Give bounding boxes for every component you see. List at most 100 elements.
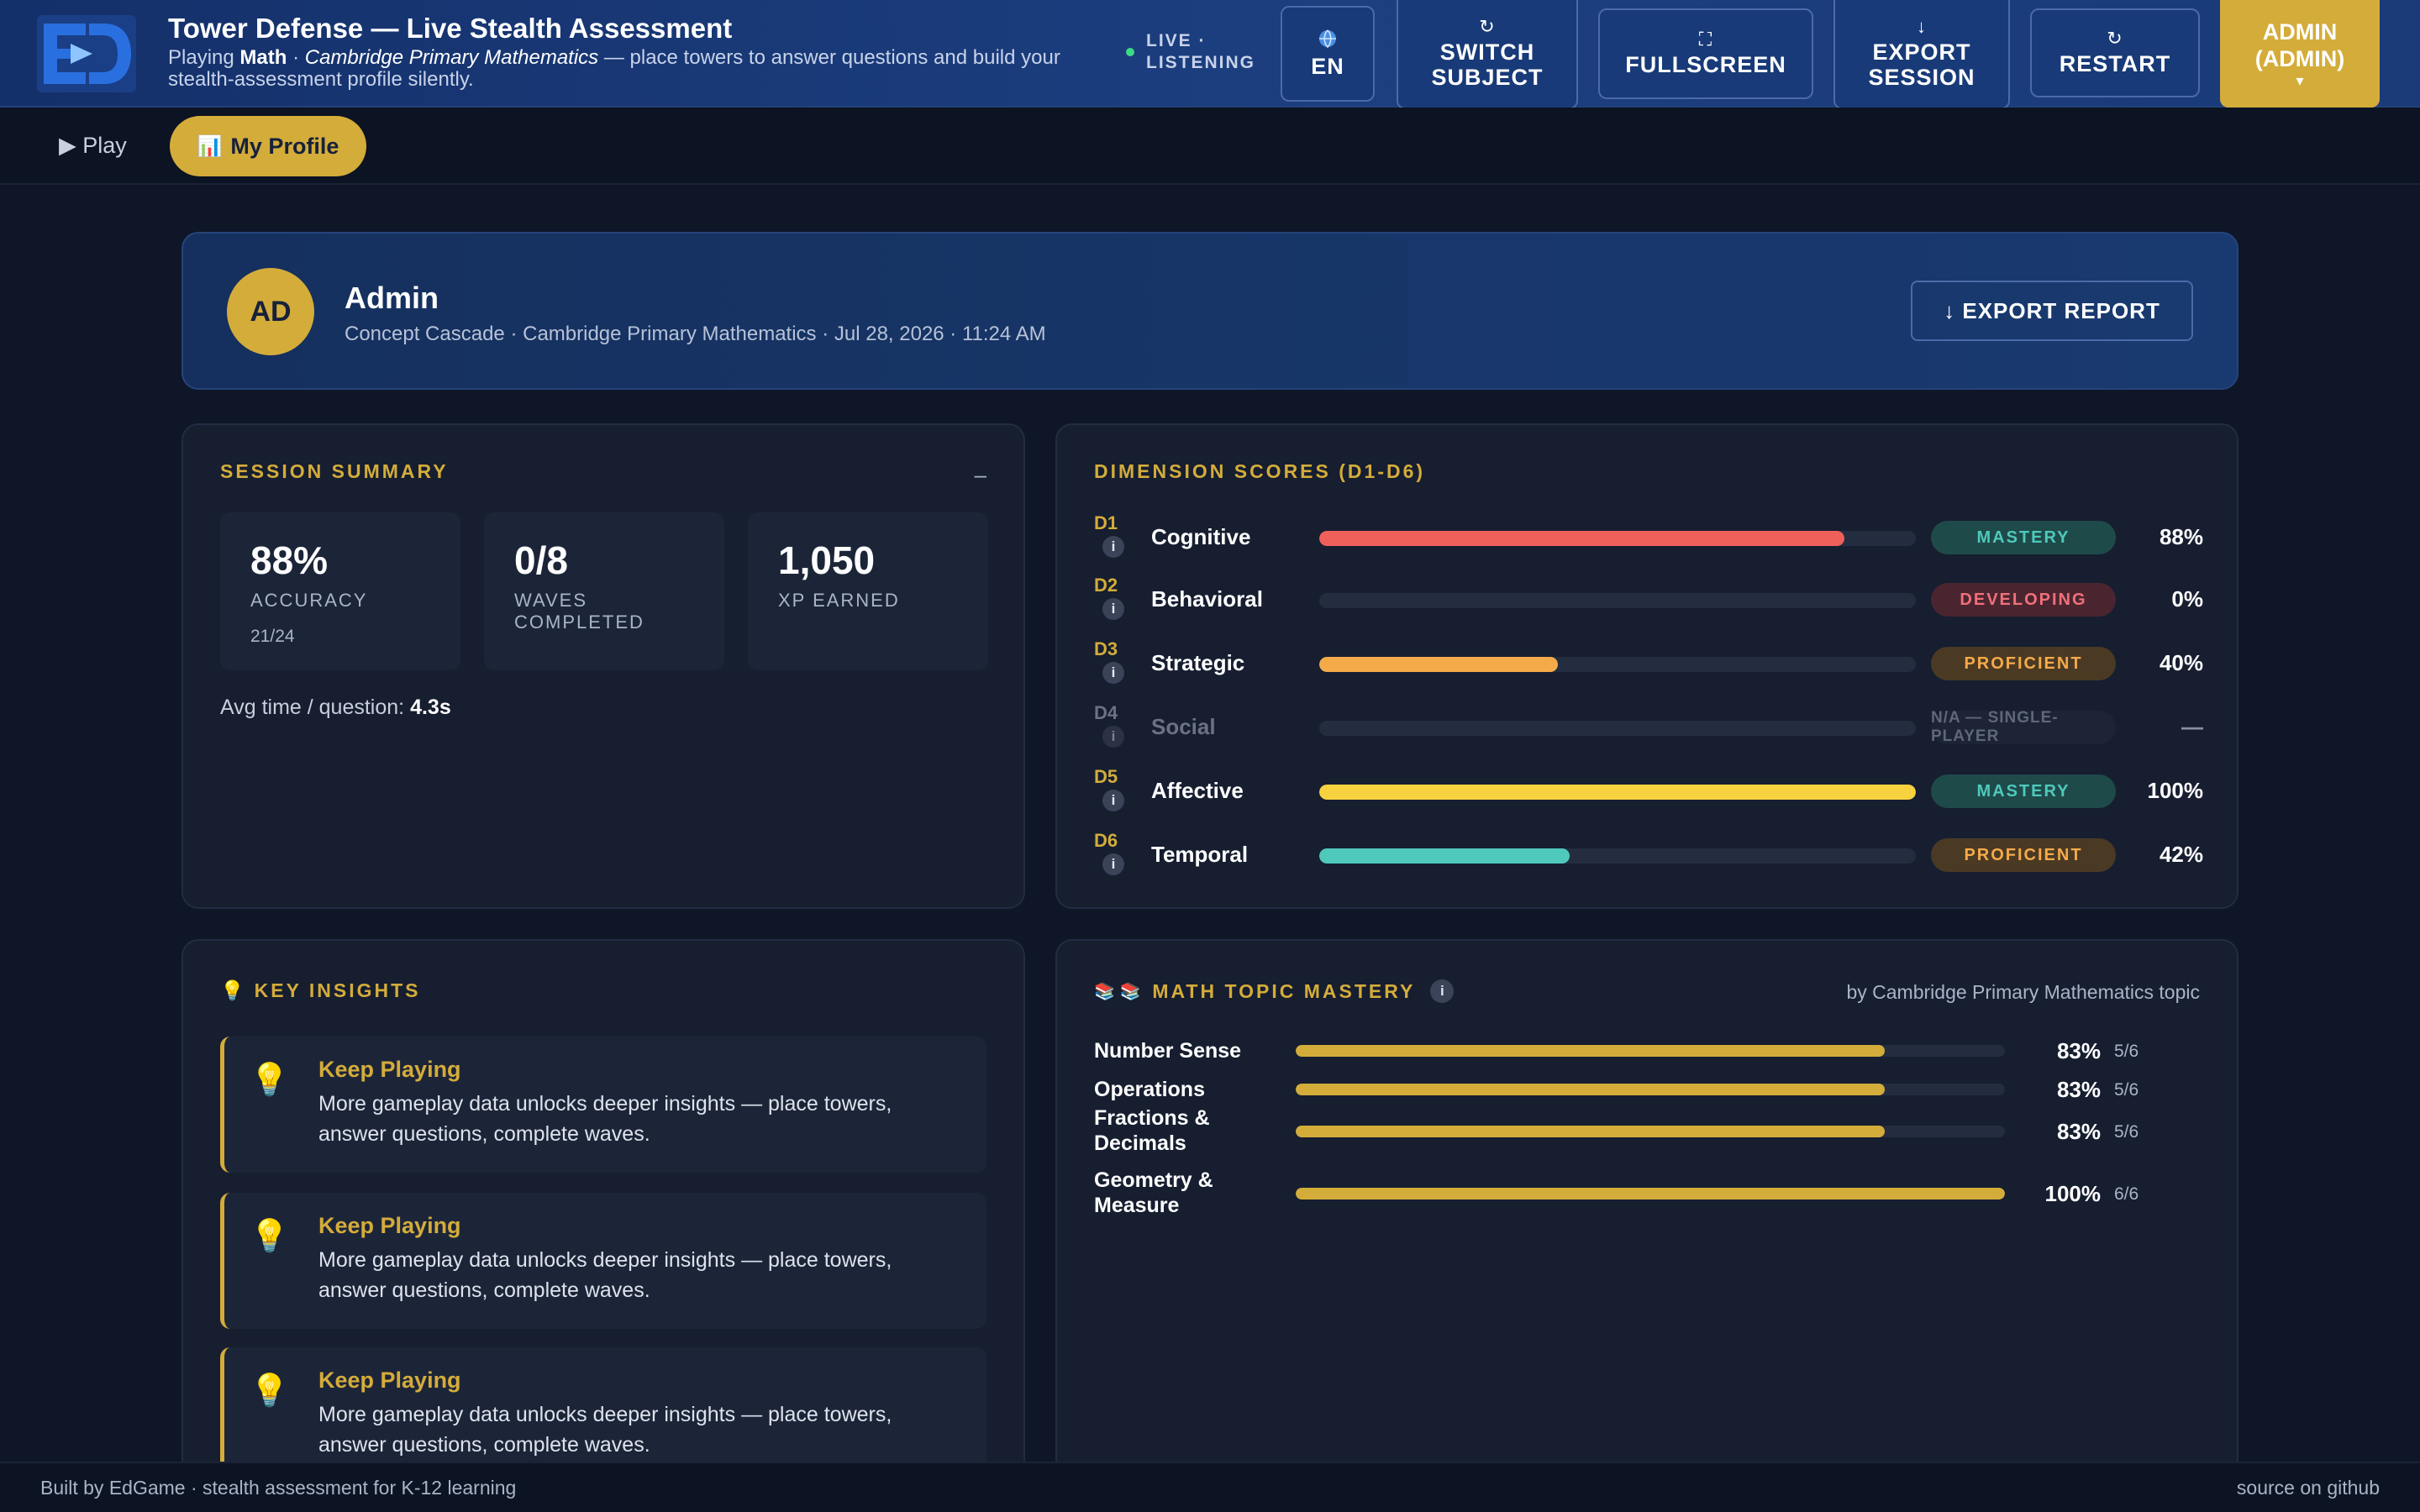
switch-subject-button[interactable]: ↻ SWITCH SUBJECT bbox=[1397, 0, 1578, 109]
avg-time-value: 4.3s bbox=[410, 696, 451, 719]
insight-item: 💡 Keep Playing More gameplay data unlocks … bbox=[220, 1037, 986, 1173]
topic-name: Number Sense bbox=[1094, 1039, 1242, 1063]
dimension-bar-fill bbox=[1319, 785, 1916, 800]
bulb-icon: 💡 bbox=[250, 1219, 290, 1254]
dimension-row-strategic: D3 i Strategic PROFICIENT 40% bbox=[1094, 638, 2203, 689]
footer: Built by EdGame · stealth assessment for… bbox=[0, 1462, 2420, 1512]
info-icon[interactable]: i bbox=[1102, 853, 1124, 875]
topic-mastery-title: 📚 📚 MATH TOPIC MASTERY i bbox=[1094, 979, 1455, 1003]
dimension-scores-card: DIMENSION SCORES (D1-D6) D1 i Cognitive MAS… bbox=[1055, 423, 2238, 909]
stat-waves: 0/8 WAVES COMPLETED bbox=[484, 512, 724, 670]
live-dot-icon bbox=[1126, 48, 1134, 56]
dimension-percent: 88% bbox=[2159, 524, 2203, 549]
dimension-row-social: D4 i Social N/A — SINGLE-PLAYER — bbox=[1094, 702, 2203, 753]
dimension-bar bbox=[1319, 593, 1916, 608]
dimension-bar bbox=[1319, 657, 1916, 672]
bulb-icon: 💡 bbox=[220, 979, 245, 1001]
key-insights-card: 💡 KEY INSIGHTS 💡 Keep Playing More gameplay… bbox=[182, 939, 1025, 1483]
status-badge: MASTERY bbox=[1931, 774, 2116, 808]
bar-chart-icon: 📊 bbox=[197, 134, 223, 158]
dimension-name: Behavioral bbox=[1151, 586, 1263, 612]
dimension-bar-fill bbox=[1319, 657, 1558, 672]
avatar: AD bbox=[227, 268, 314, 355]
insight-title: Keep Playing bbox=[318, 1368, 461, 1393]
topic-percent: 83% bbox=[2056, 1038, 2101, 1063]
chevron-down-icon: ▾ bbox=[2296, 72, 2304, 89]
fullscreen-icon: ⛶ bbox=[1698, 29, 1713, 50]
dimension-percent: 0% bbox=[2171, 586, 2203, 612]
topic-bar-fill bbox=[1296, 1045, 1885, 1057]
dimension-code: D4 bbox=[1094, 702, 1118, 723]
topic-fraction: 5/6 bbox=[2114, 1042, 2139, 1061]
dimension-row-cognitive: D1 i Cognitive MASTERY 88% bbox=[1094, 512, 2203, 563]
stat-label: WAVES COMPLETED bbox=[514, 590, 644, 633]
avg-time: Avg time / question: 4.3s bbox=[220, 696, 451, 719]
insight-title: Keep Playing bbox=[318, 1057, 461, 1082]
stat-label: ACCURACY bbox=[250, 590, 368, 611]
tab-my-profile-label: My Profile bbox=[230, 133, 339, 159]
topic-percent: 83% bbox=[2056, 1077, 2101, 1102]
dimension-code: D5 bbox=[1094, 766, 1118, 787]
fullscreen-button[interactable]: ⛶ FULLSCREEN bbox=[1598, 8, 1813, 99]
topic-bar-fill bbox=[1296, 1084, 1885, 1095]
topic-bar-fill bbox=[1296, 1188, 2005, 1200]
language-button[interactable]: EN bbox=[1281, 6, 1375, 102]
info-icon[interactable]: i bbox=[1102, 536, 1124, 558]
status-badge: PROFICIENT bbox=[1931, 838, 2116, 872]
app-subtitle: Playing Math · Cambridge Primary Mathema… bbox=[168, 46, 1060, 91]
topic-bar bbox=[1296, 1126, 2005, 1137]
restart-icon: ↻ bbox=[2107, 28, 2123, 49]
admin-menu-button[interactable]: ADMIN (ADMIN) ▾ bbox=[2220, 0, 2380, 108]
info-icon[interactable]: i bbox=[1102, 598, 1124, 620]
info-icon[interactable]: i bbox=[1102, 790, 1124, 811]
dimension-row-temporal: D6 i Temporal PROFICIENT 42% bbox=[1094, 830, 2203, 880]
header-title-block: Tower Defense — Live Stealth Assessment … bbox=[168, 12, 1126, 91]
app-header: Tower Defense — Live Stealth Assessment … bbox=[0, 0, 2420, 109]
dimension-code: D2 bbox=[1094, 575, 1118, 596]
dimension-name: Affective bbox=[1151, 778, 1244, 803]
restart-button[interactable]: ↻ RESTART bbox=[2030, 8, 2200, 97]
admin-label: ADMIN (ADMIN) bbox=[2254, 19, 2345, 71]
dimension-bar bbox=[1319, 848, 1916, 864]
dimension-row-affective: D5 i Affective MASTERY 100% bbox=[1094, 766, 2203, 816]
stat-sub: 21/24 bbox=[250, 627, 295, 646]
collapse-button[interactable]: – bbox=[974, 462, 986, 487]
topic-bar bbox=[1296, 1188, 2005, 1200]
tab-my-profile[interactable]: 📊 My Profile bbox=[170, 116, 366, 176]
dimension-row-behavioral: D2 i Behavioral DEVELOPING 0% bbox=[1094, 575, 2203, 625]
session-summary-title: SESSION SUMMARY bbox=[220, 460, 449, 482]
key-insights-title: 💡 KEY INSIGHTS bbox=[220, 979, 421, 1001]
topic-bar bbox=[1296, 1084, 2005, 1095]
tab-play[interactable]: ▶ Play bbox=[59, 133, 127, 158]
info-icon[interactable]: i bbox=[1430, 979, 1455, 1003]
status-badge: N/A — SINGLE-PLAYER bbox=[1931, 709, 2116, 745]
dimension-code: D1 bbox=[1094, 512, 1118, 533]
live-indicator: LIVE · LISTENING bbox=[1126, 30, 1264, 74]
language-label: EN bbox=[1311, 54, 1344, 79]
insight-title: Keep Playing bbox=[318, 1213, 461, 1238]
dimension-name: Cognitive bbox=[1151, 524, 1251, 549]
topic-name: Operations bbox=[1094, 1078, 1205, 1101]
restart-label: RESTART bbox=[2059, 51, 2171, 76]
dimension-code: D3 bbox=[1094, 638, 1118, 659]
info-icon[interactable]: i bbox=[1102, 662, 1124, 684]
live-label: LIVE · LISTENING bbox=[1146, 31, 1256, 72]
topic-mastery-card: 📚 📚 MATH TOPIC MASTERY i by Cambridge Pr… bbox=[1055, 939, 2238, 1477]
switch-subject-label: SWITCH SUBJECT bbox=[1431, 39, 1544, 90]
bulb-icon: 💡 bbox=[250, 1063, 290, 1098]
export-report-button[interactable]: ↓ EXPORT REPORT bbox=[1911, 281, 2193, 341]
dimension-bar-fill bbox=[1319, 848, 1570, 864]
refresh-icon: ↻ bbox=[1479, 16, 1496, 37]
dimension-bar-fill bbox=[1319, 531, 1844, 546]
stat-xp: 1,050 XP EARNED bbox=[748, 512, 988, 670]
dimension-name: Strategic bbox=[1151, 650, 1245, 675]
edgame-logo[interactable] bbox=[37, 15, 136, 92]
export-session-button[interactable]: ↓ EXPORT SESSION bbox=[1833, 0, 2010, 109]
globe-icon bbox=[1319, 29, 1336, 49]
dimension-bar bbox=[1319, 785, 1916, 800]
github-link[interactable]: source on github bbox=[2236, 1477, 2380, 1499]
dimension-code: D6 bbox=[1094, 830, 1118, 851]
main-nav: ▶ Play 📊 My Profile bbox=[0, 108, 2420, 185]
info-icon[interactable]: i bbox=[1102, 726, 1124, 748]
stat-label: XP EARNED bbox=[778, 590, 900, 611]
